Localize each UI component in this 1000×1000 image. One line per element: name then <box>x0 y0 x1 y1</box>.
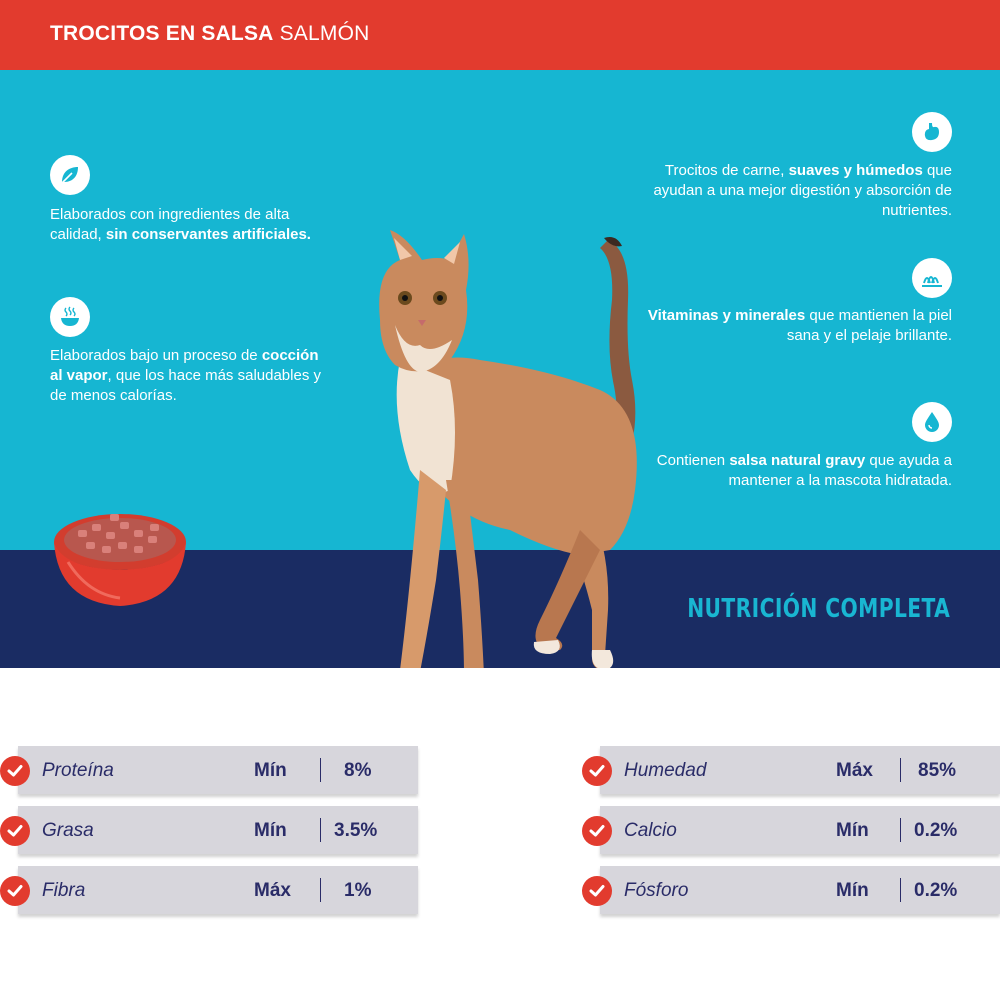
nutrient-value: 0.2% <box>914 820 958 841</box>
feature-ingredients: Elaborados con ingredientes de alta cali… <box>50 206 311 243</box>
nutrient-name: Calcio <box>624 820 677 841</box>
column-divider <box>320 818 321 842</box>
nutrient-limit: Mín <box>836 820 869 841</box>
nutrition-row-bar <box>18 746 418 794</box>
nutrition-row: Fibra Máx 1% <box>0 866 420 918</box>
feature-digestion: Trocitos de carne, suaves y húmedos que … <box>653 162 952 219</box>
nutrition-row-bar <box>18 866 418 914</box>
leaf-icon <box>50 155 90 195</box>
check-circle-icon <box>0 876 30 906</box>
nutrition-row: Calcio Mín 0.2% <box>582 806 1000 858</box>
nutrient-value: 0.2% <box>914 880 958 901</box>
nutrient-limit: Máx <box>254 880 291 901</box>
nutrient-limit: Mín <box>254 820 287 841</box>
water-drop-icon <box>912 402 952 442</box>
nutrition-row-bar <box>600 806 1000 854</box>
check-circle-icon <box>0 756 30 786</box>
product-title-flavor: SALMÓN <box>279 22 370 45</box>
stomach-icon <box>912 112 952 152</box>
nutrient-name: Proteína <box>42 760 114 781</box>
nutrition-row: Fósforo Mín 0.2% <box>582 866 1000 918</box>
header-bar: TROCITOS EN SALSA SALMÓN <box>0 0 1000 70</box>
feature-hydration: Contienen salsa natural gravy que ayuda … <box>656 452 952 489</box>
check-circle-icon <box>0 816 30 846</box>
nutrient-value: 85% <box>918 760 957 781</box>
hero-panel: Elaborados con ingredientes de alta cali… <box>0 70 1000 668</box>
nutrient-value: 3.5% <box>334 820 378 841</box>
nutrient-value: 8% <box>344 760 372 781</box>
column-divider <box>900 758 901 782</box>
column-divider <box>320 878 321 902</box>
check-circle-icon <box>582 816 612 846</box>
feature-vitamins: Vitaminas y minerales que mantienen la p… <box>647 307 952 344</box>
nutrient-limit: Máx <box>836 760 873 781</box>
product-title: TROCITOS EN SALSA SALMÓN <box>50 22 369 46</box>
nutrient-name: Humedad <box>624 760 707 781</box>
nutrient-limit: Mín <box>836 880 869 901</box>
nutrient-name: Grasa <box>42 820 94 841</box>
check-circle-icon <box>582 876 612 906</box>
product-title-bold: TROCITOS EN SALSA <box>50 22 274 45</box>
nutrition-row-bar <box>600 746 1000 794</box>
nutrition-row-bar <box>600 866 1000 914</box>
nutrient-limit: Mín <box>254 760 287 781</box>
nutrient-name: Fósforo <box>624 880 689 901</box>
column-divider <box>900 818 901 842</box>
nutrient-name: Fibra <box>42 880 86 901</box>
steam-bowl-icon <box>50 297 90 337</box>
nutrition-title: NUTRICIÓN COMPLETA <box>686 594 950 624</box>
column-divider <box>900 878 901 902</box>
feature-steam-cooking: Elaborados bajo un proceso de cocción al… <box>50 347 321 404</box>
check-circle-icon <box>582 756 612 786</box>
nutrition-row: Humedad Máx 85% <box>582 746 1000 798</box>
column-divider <box>320 758 321 782</box>
nutrition-row-bar <box>18 806 418 854</box>
nutrition-row: Grasa Mín 3.5% <box>0 806 420 858</box>
fur-icon <box>912 258 952 298</box>
nutrient-value: 1% <box>344 880 372 901</box>
food-bowl-image <box>54 514 186 606</box>
nutrition-row: Proteína Mín 8% <box>0 746 420 798</box>
cat-image <box>379 230 637 668</box>
